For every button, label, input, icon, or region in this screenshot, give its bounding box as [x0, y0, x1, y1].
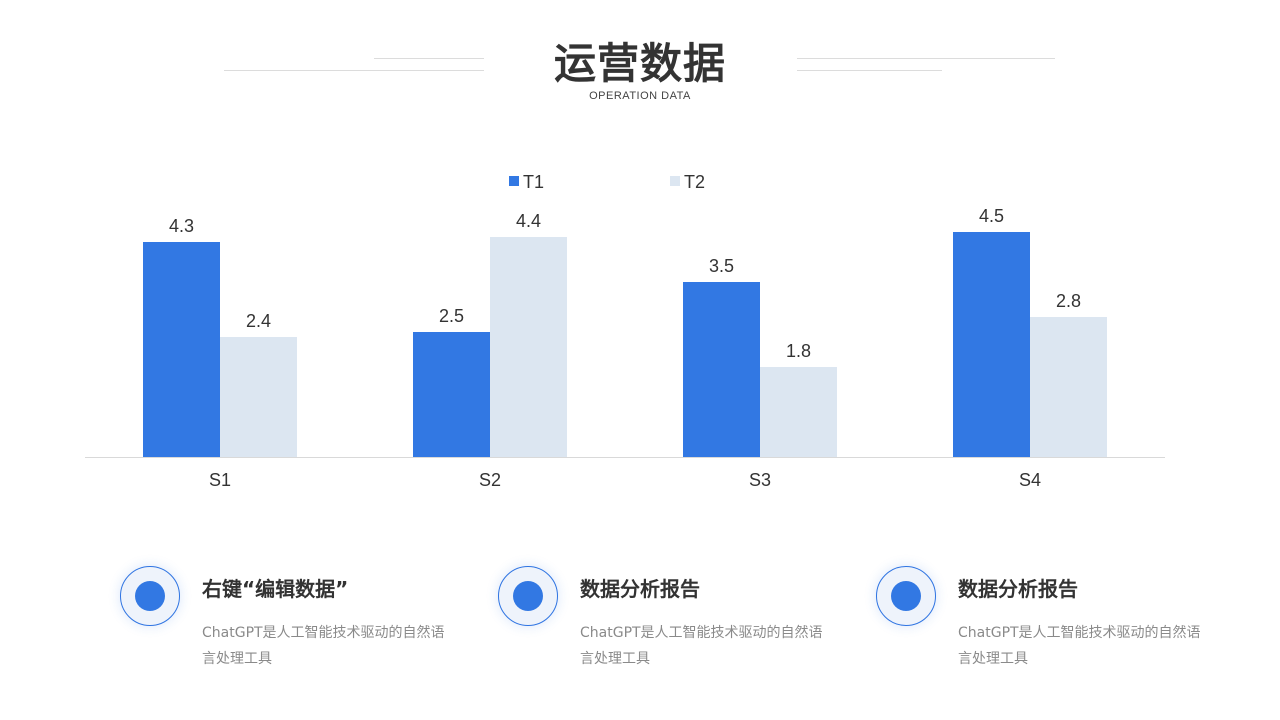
x-tick-label: S4	[1019, 470, 1041, 490]
data-label: 4.3	[169, 216, 194, 236]
data-label: 2.8	[1056, 291, 1081, 311]
bar-t1-s4	[953, 232, 1030, 457]
feature-title: 数据分析报告	[580, 577, 700, 601]
header-line-right-top	[797, 58, 1055, 59]
feature-item-2: 数据分析报告 ChatGPT是人工智能技术驱动的自然语言处理工具	[498, 566, 828, 676]
header-line-left-top	[374, 58, 484, 59]
x-tick-label: S3	[749, 470, 771, 490]
feature-description: ChatGPT是人工智能技术驱动的自然语言处理工具	[958, 625, 1201, 667]
feature-item-3: 数据分析报告 ChatGPT是人工智能技术驱动的自然语言处理工具	[876, 566, 1206, 676]
feature-item-1: 右键“编辑数据” ChatGPT是人工智能技术驱动的自然语言处理工具	[120, 566, 450, 676]
legend-swatch	[670, 176, 680, 186]
header-line-left-bottom	[224, 70, 484, 71]
feature-description: ChatGPT是人工智能技术驱动的自然语言处理工具	[580, 625, 823, 667]
bar-t1-s2	[413, 332, 490, 457]
bar-t2-s4	[1030, 317, 1107, 457]
circle-icon	[876, 566, 936, 626]
data-label: 4.5	[979, 206, 1004, 226]
bar-t2-s3	[760, 367, 837, 457]
data-label: 3.5	[709, 256, 734, 276]
x-tick-label: S1	[209, 470, 231, 490]
bar-t1-s3	[683, 282, 760, 457]
page-subtitle: OPERATION DATA	[589, 90, 691, 102]
data-label: 2.5	[439, 306, 464, 326]
bar-t2-s1	[220, 337, 297, 457]
legend-swatch	[509, 176, 519, 186]
page-title: 运营数据	[553, 39, 726, 88]
header-line-right-bottom	[797, 70, 942, 71]
data-label: 4.4	[516, 211, 541, 231]
data-label: 1.8	[786, 341, 811, 361]
legend-label: T2	[684, 172, 705, 192]
feature-description: ChatGPT是人工智能技术驱动的自然语言处理工具	[202, 625, 445, 667]
feature-title: 右键“编辑数据”	[202, 577, 349, 601]
legend-label: T1	[523, 172, 544, 192]
circle-icon	[120, 566, 180, 626]
bar-t1-s1	[143, 242, 220, 457]
bar-chart: 4.3 2.4 S1 2.5 4.4 S2 3.5 1.8 S3 4.5 2.8 S4 T1 T2	[85, 172, 1165, 490]
circle-icon	[498, 566, 558, 626]
x-tick-label: S2	[479, 470, 501, 490]
data-label: 2.4	[246, 311, 271, 331]
bar-t2-s2	[490, 237, 567, 457]
feature-title: 数据分析报告	[958, 577, 1078, 601]
